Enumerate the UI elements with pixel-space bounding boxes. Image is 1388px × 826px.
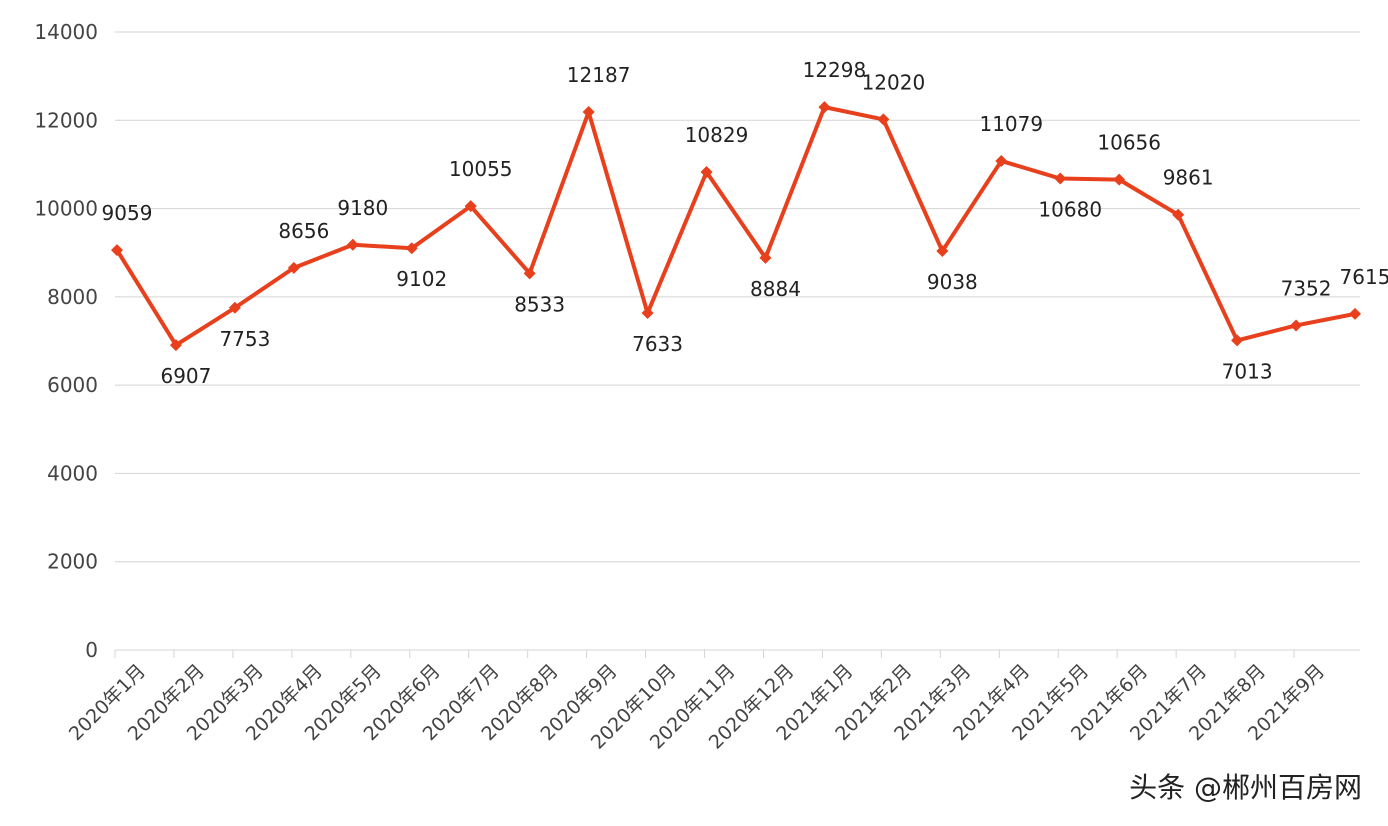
marker bbox=[700, 165, 713, 178]
data-label: 10055 bbox=[449, 157, 513, 181]
data-label: 8884 bbox=[750, 277, 801, 301]
data-label: 8533 bbox=[514, 292, 565, 316]
marker bbox=[346, 238, 359, 251]
marker bbox=[1231, 334, 1244, 347]
data-label: 7013 bbox=[1222, 359, 1273, 383]
marker bbox=[405, 242, 418, 255]
y-tick-label: 12000 bbox=[34, 108, 98, 132]
marker bbox=[582, 106, 595, 119]
marker bbox=[228, 301, 241, 314]
annotation: 头条 @郴州百房网 bbox=[1129, 771, 1362, 804]
marker bbox=[1054, 172, 1067, 185]
marker bbox=[995, 154, 1008, 167]
marker bbox=[523, 267, 536, 280]
data-label: 9180 bbox=[337, 196, 388, 220]
y-tick-label: 2000 bbox=[47, 550, 98, 574]
data-label: 7753 bbox=[219, 327, 270, 351]
y-tick-label: 6000 bbox=[47, 373, 98, 397]
data-label: 9861 bbox=[1163, 166, 1214, 190]
marker bbox=[877, 113, 890, 126]
marker bbox=[818, 101, 831, 114]
data-label: 7633 bbox=[632, 332, 683, 356]
data-label: 9059 bbox=[102, 201, 153, 225]
y-tick-label: 8000 bbox=[47, 285, 98, 309]
data-label: 7352 bbox=[1281, 276, 1332, 300]
marker bbox=[1172, 208, 1185, 221]
data-label: 9102 bbox=[396, 267, 447, 291]
data-label: 7615 bbox=[1340, 265, 1388, 289]
y-tick-label: 14000 bbox=[34, 20, 98, 44]
data-label: 6907 bbox=[160, 364, 211, 388]
marker bbox=[111, 244, 123, 257]
data-label: 12020 bbox=[862, 70, 926, 94]
y-tick-label: 10000 bbox=[34, 197, 98, 221]
data-label: 10656 bbox=[1097, 131, 1161, 155]
data-label: 10829 bbox=[685, 123, 749, 147]
marker bbox=[1290, 319, 1303, 332]
marker bbox=[936, 245, 949, 258]
y-tick-label: 0 bbox=[85, 638, 98, 662]
marker bbox=[1349, 307, 1361, 320]
marker bbox=[759, 251, 772, 264]
data-label: 8656 bbox=[278, 219, 329, 243]
data-label: 9038 bbox=[927, 270, 978, 294]
marker bbox=[169, 339, 182, 352]
marker bbox=[464, 200, 477, 213]
data-label: 10680 bbox=[1038, 198, 1102, 222]
marker bbox=[641, 307, 654, 320]
data-label: 12298 bbox=[803, 58, 867, 82]
data-label: 11079 bbox=[979, 112, 1043, 136]
marker bbox=[1113, 173, 1126, 186]
line bbox=[115, 105, 1356, 348]
y-tick-label: 4000 bbox=[47, 461, 98, 485]
marker bbox=[287, 261, 300, 274]
data-label: 12187 bbox=[567, 63, 631, 87]
